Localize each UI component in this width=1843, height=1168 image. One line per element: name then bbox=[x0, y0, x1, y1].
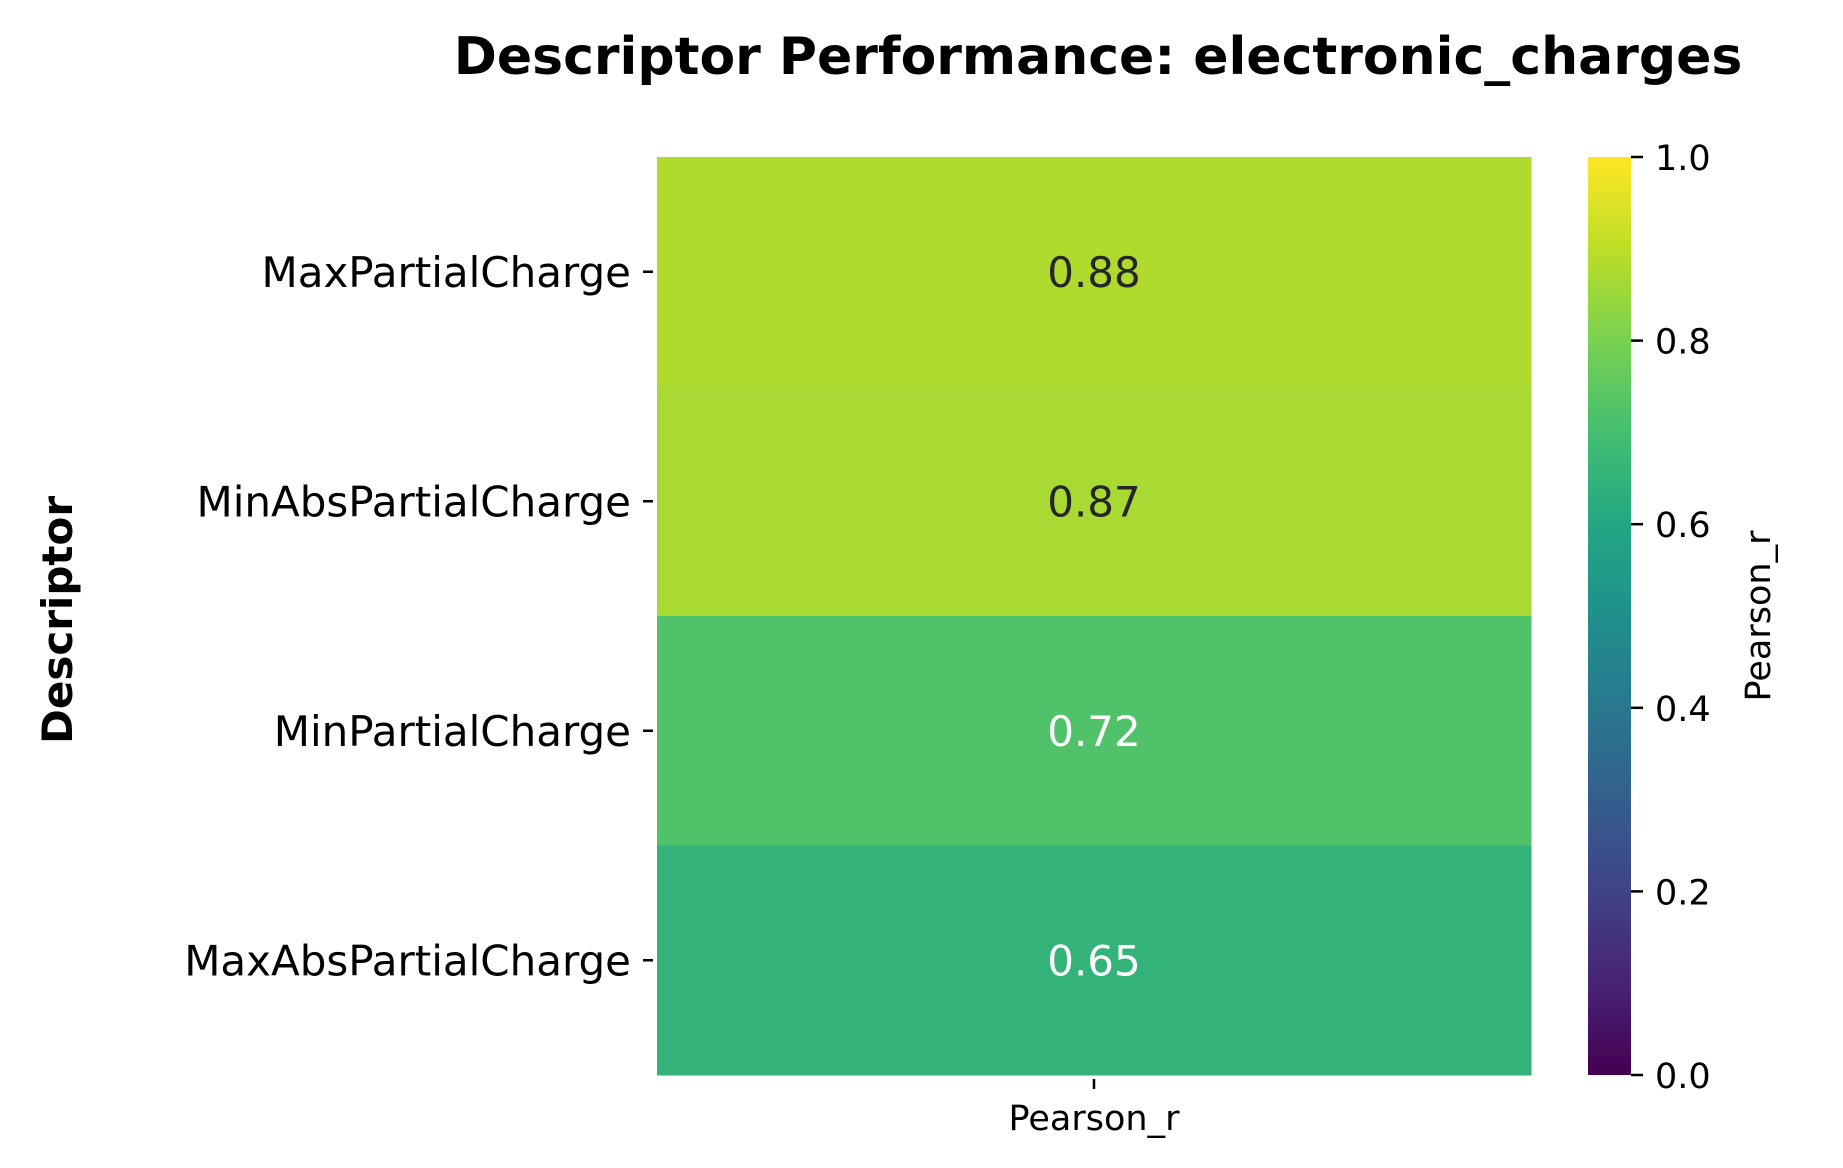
heatmap-cells: 0.88 0.87 0.72 0.65 bbox=[657, 157, 1532, 1076]
cell-value-label: 0.87 bbox=[1047, 477, 1141, 526]
cell-value-label: 0.65 bbox=[1047, 936, 1141, 985]
cell-value-label: 0.72 bbox=[1047, 707, 1141, 756]
y-axis-label: Descriptor bbox=[33, 496, 82, 744]
colorbar-tick-labels: 0.0 0.2 0.4 0.6 0.8 1.0 bbox=[1631, 139, 1711, 1097]
cell-value-label: 0.88 bbox=[1047, 248, 1141, 297]
colorbar-tick-label: 1.0 bbox=[1655, 139, 1711, 179]
colorbar-tick-label: 0.8 bbox=[1655, 323, 1711, 363]
colorbar-tick-label: 0.6 bbox=[1655, 506, 1711, 546]
colorbar-label: Pearson_r bbox=[1739, 530, 1779, 702]
heatmap-cell bbox=[657, 845, 1532, 1076]
heatmap-cell bbox=[657, 386, 1532, 617]
row-tick-labels: MaxPartialCharge MinAbsPartialCharge MinPa… bbox=[184, 248, 653, 985]
row-tick-label: MaxPartialCharge bbox=[261, 248, 631, 297]
row-tick-label: MaxAbsPartialCharge bbox=[184, 936, 631, 985]
heatmap-cell bbox=[657, 157, 1532, 387]
heatmap-cell bbox=[657, 616, 1532, 846]
colorbar-tick-label: 0.0 bbox=[1655, 1057, 1711, 1097]
column-tick-label: Pearson_r bbox=[1009, 1099, 1181, 1139]
row-tick-label: MinPartialCharge bbox=[274, 707, 631, 756]
colorbar-tick-label: 0.2 bbox=[1655, 873, 1711, 913]
colorbar bbox=[1588, 157, 1631, 1075]
chart-title: Descriptor Performance: electronic_charg… bbox=[454, 27, 1743, 87]
row-tick-label: MinAbsPartialCharge bbox=[197, 477, 632, 526]
colorbar-tick-label: 0.4 bbox=[1655, 690, 1711, 730]
column-tick-labels: Pearson_r bbox=[1009, 1079, 1181, 1139]
